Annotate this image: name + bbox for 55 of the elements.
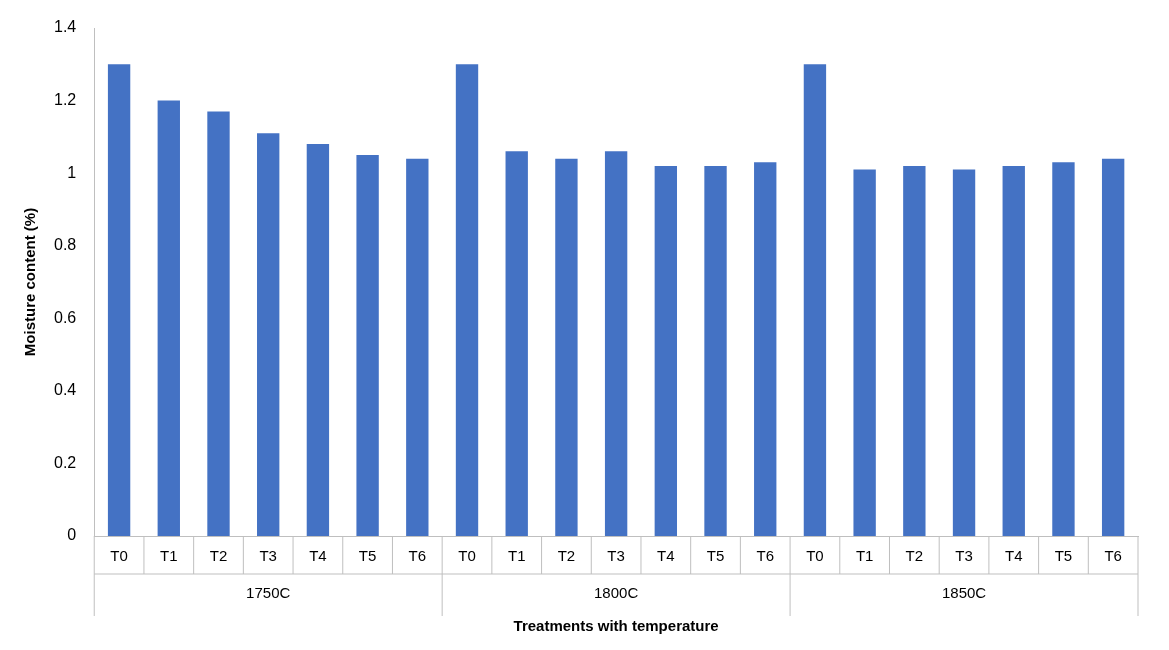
bar — [406, 158, 429, 536]
bar — [604, 151, 628, 536]
x-tick-label: T1 — [855, 547, 874, 565]
bar — [1002, 165, 1025, 536]
bar — [207, 111, 230, 536]
bar — [903, 165, 926, 536]
x-tick-label: T6 — [408, 547, 427, 565]
bar — [1101, 158, 1125, 536]
x-tick-label: T0 — [110, 547, 128, 565]
x-tick-label: T1 — [160, 547, 178, 565]
y-tick-label: 1.4 — [53, 18, 77, 36]
x-tick-label: T0 — [806, 547, 824, 565]
bar — [505, 151, 528, 536]
x-tick-label: T4 — [309, 547, 327, 565]
bar — [803, 64, 827, 536]
bar — [952, 169, 976, 536]
x-tick-label: T2 — [557, 547, 576, 565]
bar — [654, 165, 678, 536]
bar — [257, 133, 280, 536]
bar — [157, 100, 180, 536]
x-tick-label: T3 — [259, 547, 277, 565]
y-tick-label: 0 — [67, 526, 77, 544]
bar — [1052, 162, 1075, 536]
x-tick-label: T6 — [1104, 547, 1122, 565]
x-tick-label: T4 — [657, 547, 675, 565]
x-tick-label: T3 — [955, 547, 973, 565]
y-tick-label: 0.6 — [53, 308, 77, 326]
bar — [306, 144, 330, 536]
x-axis-title: Treatments with temperature — [513, 617, 719, 635]
x-tick-label: T3 — [607, 547, 625, 565]
y-tick-label: 0.4 — [53, 381, 77, 399]
bar — [555, 158, 578, 536]
x-tick-label: T2 — [209, 547, 228, 565]
x-tick-label: T5 — [1054, 547, 1073, 565]
y-tick-label: 1.2 — [53, 90, 77, 108]
bar — [356, 155, 379, 536]
x-tick-label: T5 — [706, 547, 725, 565]
bar — [704, 165, 727, 536]
x-tick-label: T4 — [1004, 547, 1023, 565]
y-tick-label: 1 — [67, 163, 77, 181]
x-tick-label: T2 — [905, 547, 924, 565]
y-tick-label: 0.2 — [53, 453, 77, 471]
x-tick-label: T6 — [756, 547, 774, 565]
text: 1850C — [941, 584, 987, 602]
bar — [853, 169, 876, 536]
x-tick-label: T1 — [507, 547, 526, 565]
y-axis-title: Moisture content (%) — [21, 207, 39, 357]
text: 1750C — [246, 584, 291, 602]
x-tick-label: T0 — [458, 547, 476, 565]
bar — [455, 64, 479, 536]
x-tick-label: T5 — [358, 547, 377, 565]
text: 1800C — [594, 584, 639, 602]
bar — [754, 162, 777, 536]
y-tick-label: 0.8 — [53, 236, 77, 254]
bar — [107, 64, 131, 536]
